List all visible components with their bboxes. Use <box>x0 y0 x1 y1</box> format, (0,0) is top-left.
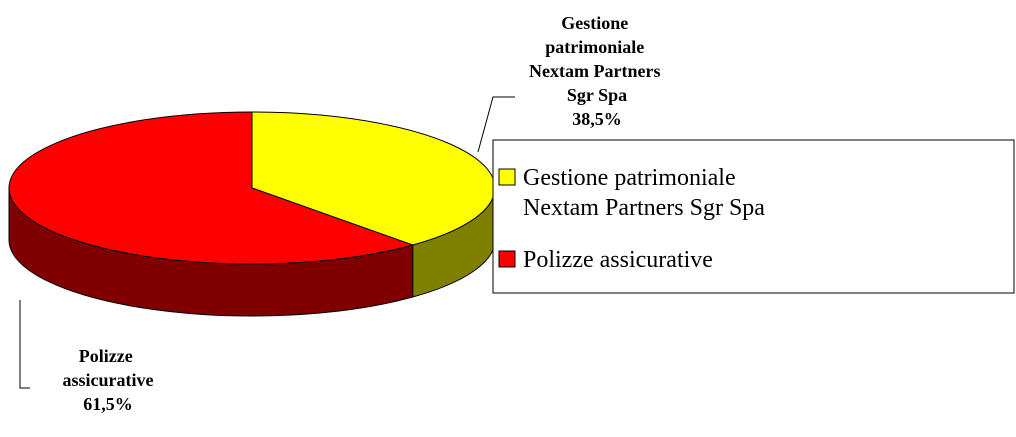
slice-label: Polizze assicurative <box>63 346 154 390</box>
leader-line <box>477 96 515 153</box>
value-label: 38,5% <box>572 109 622 129</box>
legend-swatch <box>498 168 516 186</box>
slice <box>8 111 415 265</box>
value-label: 61,5% <box>83 394 133 414</box>
legend-box <box>492 139 1015 294</box>
pie-tops <box>8 111 496 265</box>
legend-swatch <box>498 250 516 268</box>
legend-label: Gestione patrimoniale Nextam Partners Sg… <box>523 165 765 221</box>
slice-label: Gestione patrimoniale Nextam Partners Sg… <box>529 13 665 105</box>
legend-label: Polizze assicurative <box>523 247 713 273</box>
leader-line <box>19 300 30 389</box>
slice <box>251 111 496 246</box>
